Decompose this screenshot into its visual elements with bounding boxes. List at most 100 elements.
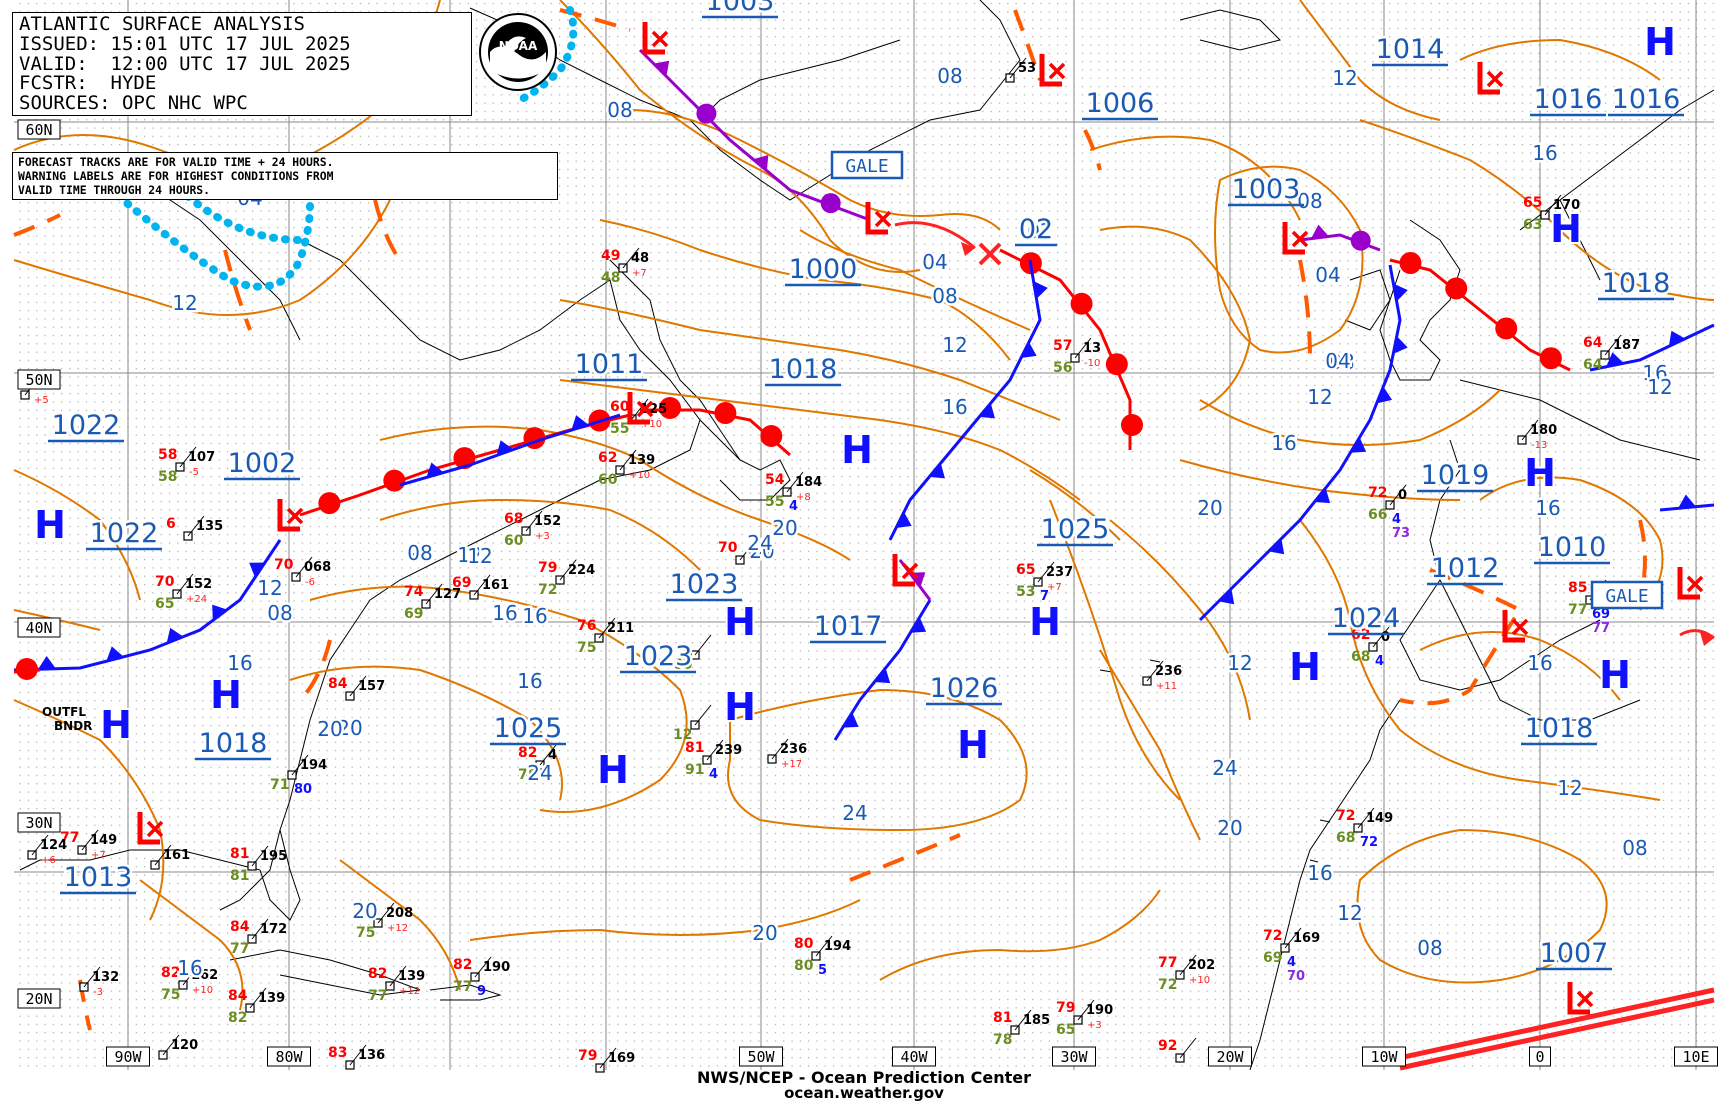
- coastline: [699, 39, 901, 121]
- station-plot: 135 6: [166, 515, 223, 541]
- credit-agency: NWS/NCEP - Ocean Prediction Center: [696, 1068, 1032, 1087]
- station-plot: 13 -10 57 56: [1053, 337, 1101, 376]
- warm-front-semicircle: [1070, 292, 1093, 315]
- station-temperature: 84: [328, 676, 348, 692]
- station-dewpoint: 77: [368, 988, 387, 1004]
- noaa-logo-text: NOAA: [499, 39, 538, 53]
- station-plot: 139 +12 82 77: [368, 965, 425, 1004]
- cold-front-triangle: [1606, 352, 1624, 367]
- station-dewpoint: 69: [404, 606, 423, 622]
- wind-barb-icon: [83, 966, 101, 988]
- station-plot: 169 79: [578, 1047, 635, 1073]
- lon-label-box: [267, 1046, 311, 1067]
- station-dewpoint: 63: [1523, 217, 1542, 233]
- station-temperature: 82: [368, 966, 387, 982]
- station-pressure: 068: [304, 560, 331, 575]
- station-temperature: 65: [1016, 562, 1035, 578]
- station-temperature: 84: [230, 919, 250, 935]
- station-tendency: +7: [632, 268, 647, 279]
- station-pressure: 152: [185, 577, 212, 592]
- warm-front-semicircle: [1121, 414, 1143, 436]
- station-tendency: -5: [189, 467, 199, 478]
- station-plot: 149 72 68 72: [1336, 807, 1393, 850]
- warm-front-semicircle: [714, 402, 737, 425]
- isobar: [469, 899, 861, 941]
- coastline: [469, 0, 1021, 201]
- coastline: [1309, 859, 1319, 863]
- tropical-forecast-line: [1389, 987, 1715, 1063]
- isobar: [1214, 165, 1364, 354]
- high-center-icon: H: [210, 673, 242, 717]
- wind-barb-icon: [786, 471, 804, 493]
- station-dewpoint: 91: [685, 762, 704, 778]
- cold-front-triangle: [895, 511, 912, 529]
- tropical-wave-line: [96, 156, 314, 291]
- cold-front-triangle: [979, 403, 995, 419]
- low-center-icon: [277, 499, 304, 532]
- lon-label-box: [1674, 1046, 1718, 1067]
- station-plot: 190 +3 79 65: [1056, 999, 1113, 1038]
- station-pressure: 139: [398, 969, 425, 984]
- gale-warning-box: [830, 150, 904, 180]
- tropical-wave-line: [516, 6, 578, 104]
- warm-front-semicircle: [383, 469, 406, 492]
- coastline: [259, 829, 301, 921]
- station-temperature: 54: [765, 472, 785, 488]
- station-temperature: 72: [1336, 808, 1355, 824]
- wind-barb-icon: [739, 539, 757, 561]
- lon-label-box: [106, 1046, 150, 1067]
- cold-front-triangle: [1393, 283, 1408, 302]
- cold-front-triangle: [426, 462, 444, 478]
- coastline: [219, 599, 371, 911]
- station-plot: 53: [1005, 57, 1036, 83]
- cold-front-triangle: [1350, 437, 1367, 453]
- isobar-label: 20: [407, 541, 432, 565]
- isobar-label: 16: [1527, 651, 1552, 675]
- occluded-front-triangle: [753, 155, 769, 171]
- isobar: [1099, 649, 1201, 841]
- isobar: [309, 585, 688, 813]
- occluded-front-triangle: [1311, 224, 1329, 239]
- station-temperature: 70: [155, 574, 175, 590]
- coastline: [1179, 9, 1281, 51]
- data-sources: SOURCES: OPC NHC WPC: [19, 92, 248, 115]
- cold-front-triangle: [910, 617, 927, 633]
- lon-label-box: [1052, 1046, 1096, 1067]
- isobar: [1049, 499, 1181, 801]
- station-pressure: 236: [780, 742, 807, 757]
- wind-barb-icon: [377, 902, 395, 924]
- trough: [373, 199, 402, 262]
- isobar: [1459, 38, 1661, 81]
- isobar-label: 16: [1307, 861, 1332, 885]
- isobar-label: 04: [1315, 263, 1340, 287]
- wind-barb-icon: [1372, 626, 1390, 648]
- coastline: [429, 984, 502, 1001]
- lat-label: 60N: [25, 121, 52, 139]
- track-arrow-head: [1700, 632, 1714, 646]
- station-pressure: 211: [607, 621, 634, 636]
- station-temperature: 68: [504, 511, 523, 527]
- station-pressure: 120: [171, 1038, 198, 1053]
- station-pressure: 139: [258, 991, 285, 1006]
- occluded-front-triangle: [653, 60, 670, 77]
- station-dewpoint: 72: [538, 582, 557, 598]
- station-dewpoint: 12: [673, 727, 692, 743]
- occluded-front-semicircle: [1350, 230, 1371, 251]
- isobar-label: 24: [747, 529, 772, 553]
- station-plot: 190 82 77 9: [453, 956, 510, 999]
- isobar-label: 16: [1271, 431, 1296, 455]
- station-plot: 132-3: [79, 966, 119, 998]
- trough: [1298, 259, 1312, 361]
- wind-barb-icon: [1521, 419, 1539, 441]
- wind-barb-icon: [525, 510, 543, 532]
- high-center-icon: H: [597, 748, 629, 792]
- station-pressure: 0: [1381, 630, 1390, 645]
- trough: [849, 833, 961, 882]
- low-pressure-label: 1007: [1540, 938, 1609, 969]
- station-temperature: 77: [1158, 955, 1177, 971]
- low-center-icon: [642, 22, 669, 55]
- station-extra-value-2: 77: [1592, 621, 1610, 636]
- wind-barb-icon: [1009, 57, 1027, 79]
- cold-front-triangle: [249, 562, 265, 578]
